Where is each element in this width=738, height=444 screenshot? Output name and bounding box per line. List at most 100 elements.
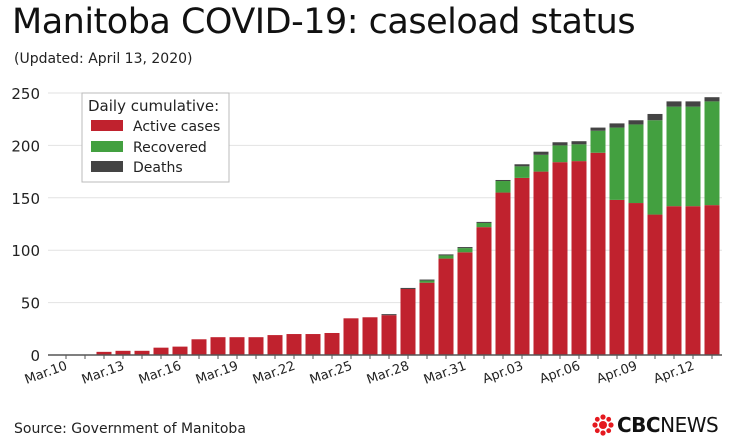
bar-active-cases: [609, 199, 625, 355]
bar-recovered: [590, 130, 606, 153]
x-tick-label: Mar.25: [308, 359, 354, 388]
source-note: Source: Government of Manitoba: [14, 421, 246, 437]
cbc-gem-icon: [592, 414, 614, 436]
bar-active-cases: [115, 350, 131, 355]
legend-label-recovered: Recovered: [133, 140, 207, 156]
bar-active-cases: [324, 332, 340, 355]
bar-deaths: [628, 120, 644, 125]
y-tick-label: 50: [21, 295, 40, 313]
bar-recovered: [419, 280, 435, 283]
y-tick-label: 150: [11, 190, 40, 208]
bar-active-cases: [381, 315, 397, 355]
bar-deaths: [457, 247, 473, 249]
bar-recovered: [571, 144, 587, 162]
y-tick-label: 0: [30, 347, 40, 365]
bar-active-cases: [419, 282, 435, 355]
x-tick-label: Apr.12: [652, 359, 697, 387]
bar-deaths: [476, 221, 492, 223]
bar-active-cases: [495, 192, 511, 355]
bar-deaths: [552, 142, 568, 146]
logo-brand: CBC: [617, 413, 661, 437]
legend-label-deaths: Deaths: [133, 160, 183, 176]
bar-recovered: [685, 106, 701, 207]
bar-active-cases: [191, 339, 207, 355]
bar-deaths: [704, 97, 720, 102]
bar-deaths: [666, 101, 682, 107]
x-tick-label: Mar.13: [80, 359, 126, 388]
bar-active-cases: [514, 177, 530, 355]
bar-active-cases: [172, 346, 188, 355]
bar-recovered: [704, 101, 720, 206]
bar-deaths: [590, 127, 606, 131]
x-tick-label: Mar.28: [365, 359, 411, 388]
bar-deaths: [381, 314, 397, 316]
bar-recovered: [609, 127, 625, 200]
legend-swatch-recovered: [91, 141, 123, 152]
x-tick-label: Mar.31: [422, 359, 468, 388]
bar-deaths: [400, 287, 416, 289]
bar-recovered: [476, 222, 492, 228]
legend-title: Daily cumulative:: [88, 97, 219, 115]
legend: Daily cumulative: Active cases Recovered…: [81, 92, 230, 183]
bar-active-cases: [96, 351, 112, 355]
bar-deaths: [609, 123, 625, 128]
bar-recovered: [628, 124, 644, 204]
bar-deaths: [647, 113, 663, 121]
bar-deaths: [685, 101, 701, 107]
x-tick-label: Apr.09: [595, 359, 640, 387]
bar-recovered: [457, 248, 473, 253]
bar-active-cases: [533, 171, 549, 355]
bar-deaths: [495, 179, 511, 182]
x-tick-label: Mar.19: [194, 359, 240, 388]
bar-recovered: [666, 106, 682, 207]
x-tick-label: Mar.22: [251, 359, 297, 388]
bar-deaths: [514, 164, 530, 167]
chart-subtitle: (Updated: April 13, 2020): [14, 51, 193, 67]
x-tick-label: Mar.16: [137, 359, 183, 388]
bar-recovered: [495, 181, 511, 193]
bar-active-cases: [210, 337, 226, 355]
logo-suffix: NEWS: [660, 413, 719, 437]
cbc-news-logo: CBCNEWS: [592, 413, 719, 437]
bar-active-cases: [647, 214, 663, 355]
legend-label-active: Active cases: [133, 119, 220, 135]
y-tick-label: 100: [11, 242, 40, 260]
bar-active-cases: [704, 205, 720, 355]
bar-active-cases: [590, 152, 606, 355]
bar-active-cases: [267, 335, 283, 355]
bar-active-cases: [248, 337, 264, 355]
x-tick-label: Apr.03: [481, 359, 526, 387]
bar-active-cases: [628, 203, 644, 355]
bar-active-cases: [229, 337, 245, 355]
bar-active-cases: [685, 206, 701, 355]
bar-recovered: [552, 145, 568, 163]
bar-active-cases: [571, 161, 587, 355]
bar-active-cases: [457, 252, 473, 355]
legend-swatch-active: [91, 120, 123, 131]
y-tick-label: 250: [11, 85, 40, 103]
chart-title: Manitoba COVID-19: caseload status: [12, 2, 636, 42]
bar-active-cases: [343, 318, 359, 355]
bar-active-cases: [286, 334, 302, 355]
bar-active-cases: [153, 347, 169, 355]
bar-deaths: [438, 254, 454, 256]
bar-active-cases: [305, 334, 321, 355]
bar-recovered: [514, 166, 530, 178]
legend-swatch-deaths: [91, 161, 123, 172]
bar-active-cases: [476, 227, 492, 355]
bar-recovered: [438, 255, 454, 259]
bar-active-cases: [400, 288, 416, 355]
bar-deaths: [571, 141, 587, 145]
bar-active-cases: [552, 162, 568, 355]
x-tick-label: Apr.06: [538, 359, 583, 387]
bar-deaths: [533, 151, 549, 155]
y-tick-label: 200: [11, 137, 40, 155]
bar-deaths: [419, 279, 435, 281]
bar-active-cases: [666, 206, 682, 355]
bar-active-cases: [362, 317, 378, 355]
bar-active-cases: [134, 350, 150, 355]
bar-active-cases: [438, 258, 454, 355]
bar-recovered: [533, 154, 549, 172]
